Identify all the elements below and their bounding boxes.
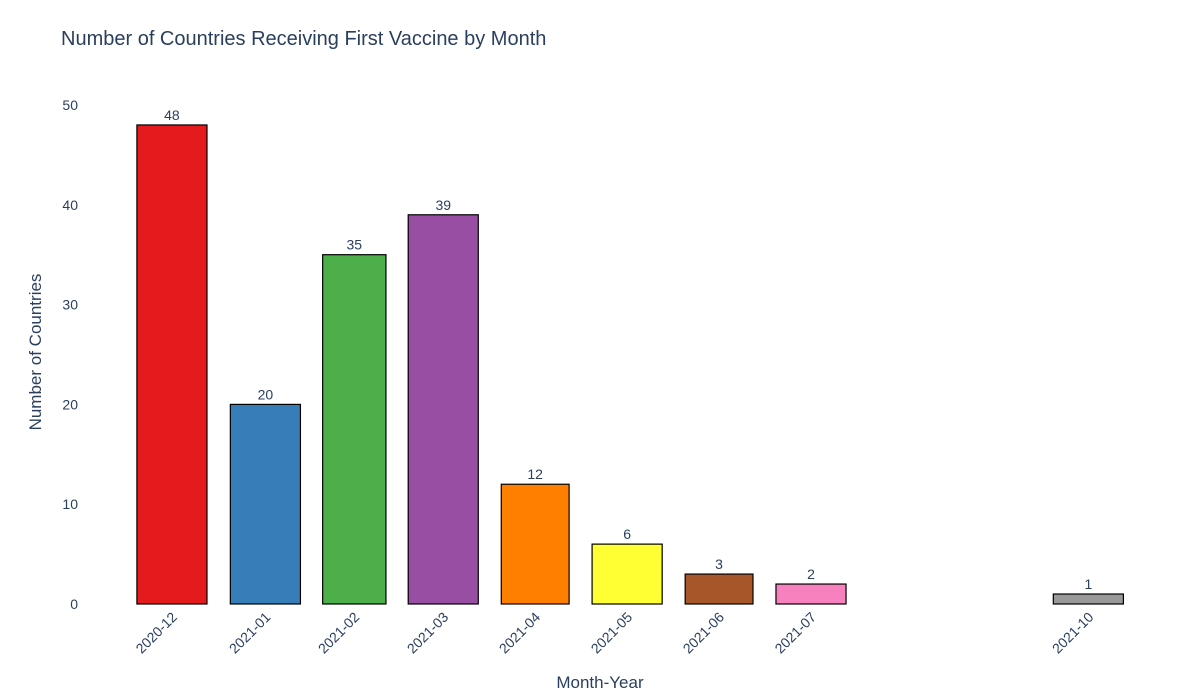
x-tick-label: 2021-05	[588, 609, 636, 657]
bar-value-labels: 48 20 35 39 12 6 3 2 1	[164, 107, 1092, 592]
x-tick-label: 2020-12	[132, 609, 180, 657]
y-axis-ticks: 0 10 20 30 40 50	[62, 97, 78, 612]
y-tick-label: 10	[62, 496, 78, 512]
bar-2021-01	[229, 403, 302, 605]
bar-value-label: 3	[715, 556, 723, 572]
bar-2020-12	[136, 124, 208, 605]
bar-2021-04	[500, 483, 570, 605]
bar-2021-07	[775, 583, 847, 605]
y-tick-label: 50	[62, 97, 78, 113]
y-tick-label: 20	[62, 396, 78, 412]
x-axis-ticks: 2020-12 2021-01 2021-02 2021-03 2021-04 2021-…	[132, 609, 1096, 657]
bar-2021-05	[591, 543, 663, 605]
y-tick-label: 30	[62, 297, 78, 313]
bar-value-label: 6	[623, 526, 631, 542]
x-tick-label: 2021-10	[1049, 609, 1097, 657]
x-tick-label: 2021-01	[226, 609, 274, 657]
bar-value-label: 48	[164, 107, 180, 123]
y-tick-label: 40	[62, 197, 78, 213]
bar-value-label: 12	[527, 466, 543, 482]
bar-2021-06	[684, 573, 754, 605]
bar-value-label: 35	[347, 237, 363, 253]
bar-2021-10	[1052, 593, 1124, 605]
x-tick-label: 2021-07	[771, 609, 819, 657]
bar-2021-03	[407, 214, 479, 605]
bar-value-label: 1	[1084, 576, 1092, 592]
x-axis-title: Month-Year	[556, 673, 644, 692]
bar-value-label: 2	[807, 566, 815, 582]
bars	[136, 124, 1124, 605]
chart-title: Number of Countries Receiving First Vacc…	[61, 28, 547, 50]
y-tick-label: 0	[70, 596, 78, 612]
bar-value-label: 39	[435, 197, 451, 213]
x-tick-label: 2021-03	[404, 609, 452, 657]
y-axis-title: Number of Countries	[26, 274, 45, 431]
x-tick-label: 2021-04	[496, 609, 544, 657]
x-tick-label: 2021-02	[315, 609, 363, 657]
x-tick-label: 2021-06	[680, 609, 728, 657]
bar-value-label: 20	[258, 386, 274, 402]
bar-2021-02	[322, 254, 387, 605]
